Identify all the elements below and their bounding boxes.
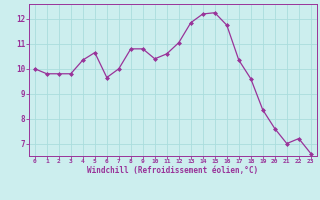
X-axis label: Windchill (Refroidissement éolien,°C): Windchill (Refroidissement éolien,°C) [87,166,258,175]
